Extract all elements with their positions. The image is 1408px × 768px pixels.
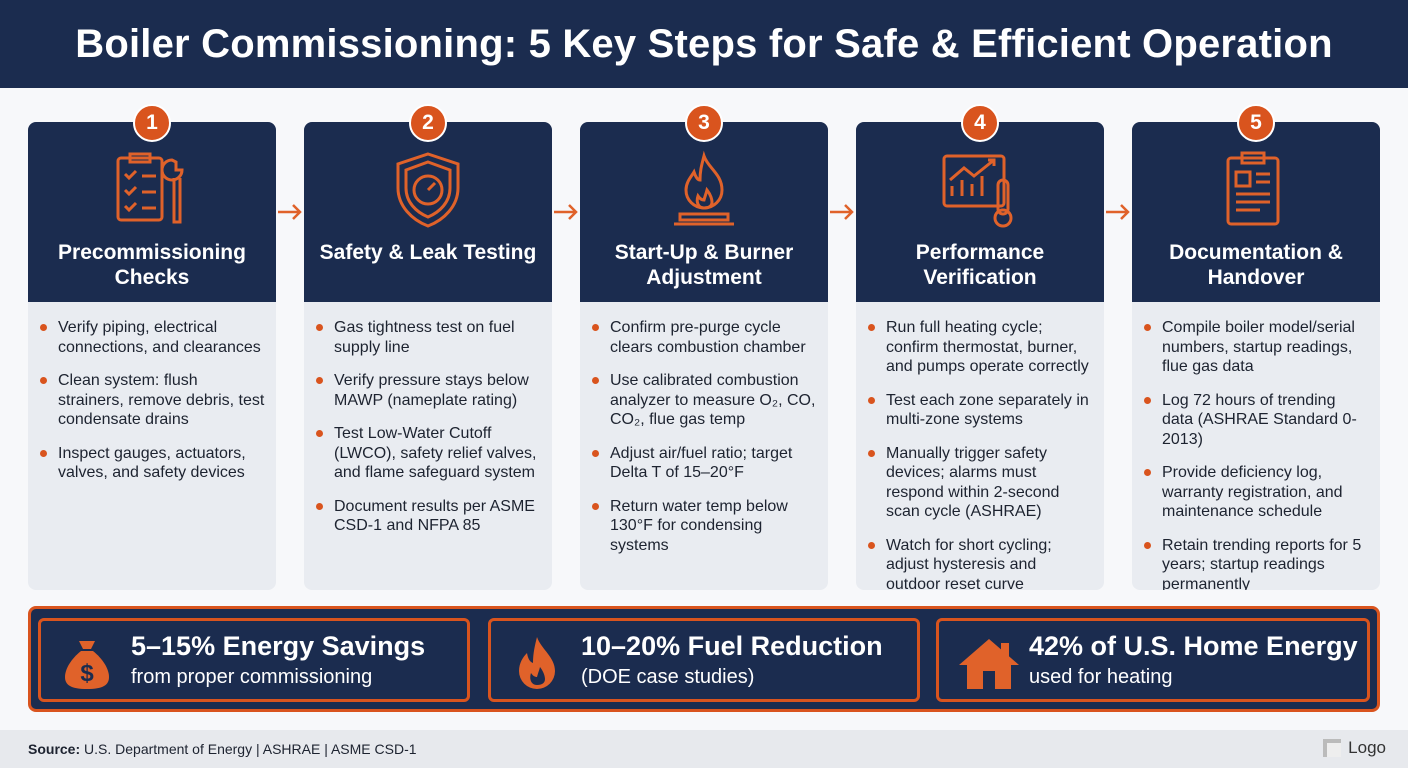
stat-caption: from proper commissioning xyxy=(131,666,373,688)
svg-text:$: $ xyxy=(80,660,94,687)
step-header: Performance Verification xyxy=(856,122,1104,302)
step-icon xyxy=(396,152,460,228)
step-card: Documentation & Handover Compile boiler m… xyxy=(1132,122,1380,590)
step-icon xyxy=(1226,151,1280,226)
step-header: Safety & Leak Testing xyxy=(304,122,552,302)
stat-caption: used for heating xyxy=(1029,666,1173,688)
step-bullets: Gas tightness test on fuel supply line Ve… xyxy=(304,302,552,536)
arrow xyxy=(554,204,578,220)
page-title: Boiler Commissioning: 5 Key Steps for Sa… xyxy=(0,0,1408,88)
step-title: Documentation & Handover xyxy=(1169,241,1343,289)
step-icon xyxy=(116,152,184,224)
logo: Logo xyxy=(1322,738,1386,758)
step-number: 4 xyxy=(961,104,999,142)
bullet: Clean system: flush strainers, remove de… xyxy=(40,372,265,428)
step-title: Safety & Leak Testing xyxy=(319,241,537,264)
bullet: Test Low-Water Cutoff (LWCO), safety rel… xyxy=(316,424,542,483)
step-number: 5 xyxy=(1237,104,1275,142)
step-card: Precommissioning Checks Verify piping, el… xyxy=(28,122,276,590)
bullet: Compile boiler model/serial numbers, sta… xyxy=(1144,318,1370,377)
stat-caption: (DOE case studies) xyxy=(581,666,755,688)
step-card: Performance Verification Run full heating… xyxy=(856,122,1104,590)
footer: Source: U.S. Department of Energy | ASHR… xyxy=(0,730,1408,768)
arrow xyxy=(1106,204,1130,220)
bullet: Adjust air/fuel ratio; target Delta T of… xyxy=(592,444,818,483)
bullet: Watch for short cycling; adjust hysteres… xyxy=(868,536,1094,590)
step-bullets: Compile boiler model/serial numbers, sta… xyxy=(1132,302,1380,590)
step-bullets: Confirm pre-purge cycle clears combustio… xyxy=(580,302,828,555)
logo-icon xyxy=(1323,739,1342,757)
step-header: Precommissioning Checks xyxy=(28,122,276,302)
step-card: Safety & Leak Testing Gas tightness test … xyxy=(304,122,552,590)
stat-box: 10–20% Fuel Reduction (DOE case studies) xyxy=(488,618,920,702)
stat-box: $5–15% Energy Savings from proper commiss… xyxy=(38,618,470,702)
step-title: Start-Up & Burner Adjustment xyxy=(614,241,794,289)
stat-headline: 5–15% Energy Savings xyxy=(131,631,426,661)
stats-panel xyxy=(28,606,1380,712)
step-header: Documentation & Handover xyxy=(1132,122,1380,302)
bullet: Log 72 hours of trending data (ASHRAE St… xyxy=(1144,391,1370,450)
step-icon xyxy=(674,150,734,226)
bullet: Manually trigger safety devices; alarms … xyxy=(868,444,1094,522)
bullet: Test each zone separately in multi-zone … xyxy=(868,391,1094,430)
bullet: Gas tightness test on fuel supply line xyxy=(316,318,542,357)
step-title: Performance Verification xyxy=(915,241,1045,289)
logo-text: Logo xyxy=(1348,738,1386,757)
step-bullets: Run full heating cycle; confirm thermost… xyxy=(856,302,1104,590)
bullet: Return water temp below 130°F for conden… xyxy=(592,497,818,556)
step-number: 1 xyxy=(133,104,171,142)
source-text: U.S. Department of Energy | ASHRAE | ASM… xyxy=(84,741,417,757)
step-bullets: Verify piping, electrical connections, a… xyxy=(28,302,276,483)
step-card: Start-Up & Burner Adjustment Confirm pre-… xyxy=(580,122,828,590)
bullet: Inspect gauges, actuators, valves, and s… xyxy=(40,444,266,483)
step-number: 3 xyxy=(685,104,723,142)
bullet: Provide deficiency log, warranty registr… xyxy=(1144,463,1370,522)
arrow xyxy=(278,204,302,220)
bullet: Use calibrated combustion analyzer to me… xyxy=(592,371,818,430)
bullet: Run full heating cycle; confirm thermost… xyxy=(868,318,1094,377)
stat-icon: $ xyxy=(65,641,109,689)
arrow xyxy=(830,204,854,220)
bullet: Verify piping, electrical connections, a… xyxy=(40,318,266,357)
stat-icon xyxy=(519,637,555,689)
stat-headline: 10–20% Fuel Reduction xyxy=(581,631,883,661)
step-icon xyxy=(942,154,1013,228)
stat-icon xyxy=(959,639,1019,689)
bullet: Document results per ASME CSD-1 and NFPA… xyxy=(316,497,542,536)
step-header: Start-Up & Burner Adjustment xyxy=(580,122,828,302)
source-label: Source: xyxy=(28,741,81,757)
stat-box: 42% of U.S. Home Energy used for heating xyxy=(936,618,1370,702)
bullet: Confirm pre-purge cycle clears combustio… xyxy=(592,318,818,357)
step-title: Precommissioning Checks xyxy=(58,241,246,289)
bullet: Verify pressure stays below MAWP (namepl… xyxy=(316,371,542,410)
stat-headline: 42% of U.S. Home Energy xyxy=(1029,631,1358,661)
step-number: 2 xyxy=(409,104,447,142)
bullet: Retain trending reports for 5 years; sta… xyxy=(1144,536,1370,590)
